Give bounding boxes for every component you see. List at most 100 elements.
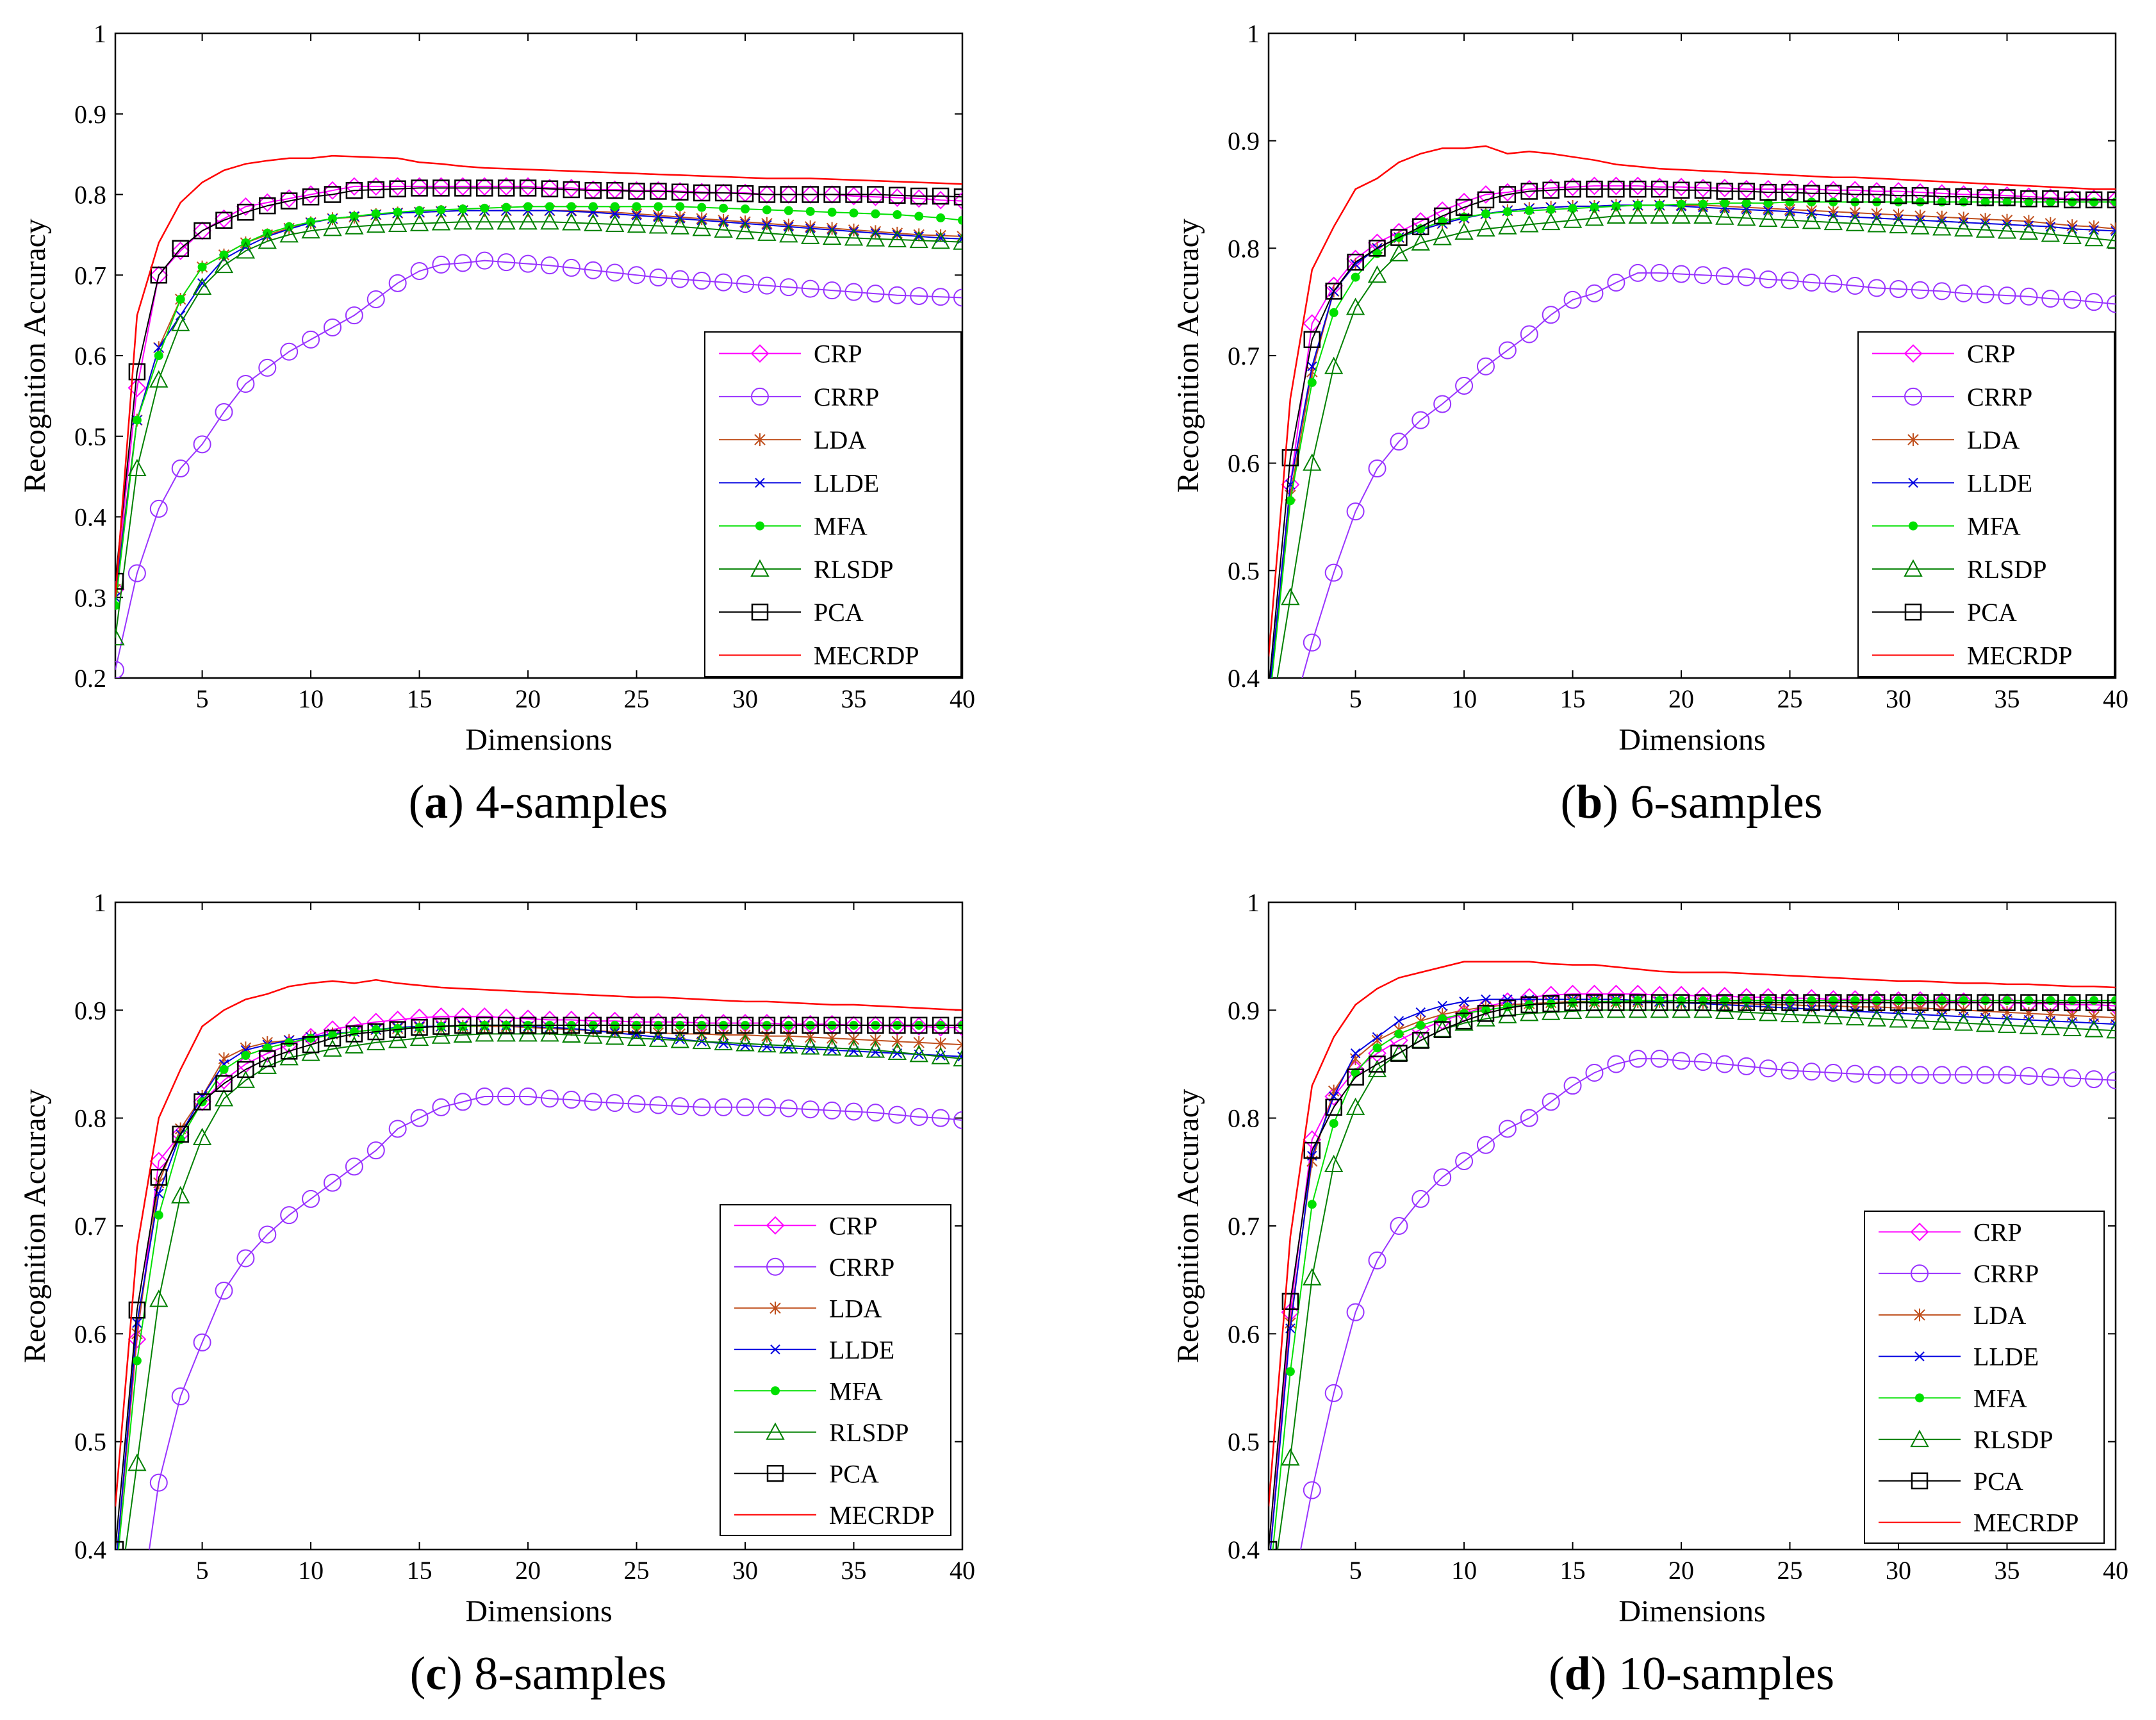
point-mfa <box>1655 996 1665 1005</box>
point-pca <box>2107 191 2116 209</box>
x-tick-label: 35 <box>1995 684 2020 713</box>
legend-label-crrp: CRRP <box>1973 1259 2039 1288</box>
x-axis-label: Dimensions <box>465 723 612 757</box>
y-axis-label: Recognition Accuracy <box>18 219 52 493</box>
point-pca <box>1390 229 1408 246</box>
point-crrp <box>1498 341 1517 360</box>
point-llde <box>1459 996 1469 1007</box>
point-rlsdp <box>2041 224 2060 242</box>
point-crrp <box>2107 295 2116 313</box>
point-llde <box>1307 361 1317 372</box>
point-crrp <box>1368 459 1387 478</box>
x-tick-label: 25 <box>1777 1556 1803 1585</box>
legend-label-lda: LDA <box>1967 426 2020 454</box>
point-pca <box>215 1075 233 1093</box>
point-pca <box>1803 185 1820 203</box>
point-rlsdp <box>323 1039 342 1057</box>
point-rlsdp <box>822 227 842 245</box>
point-pca <box>1694 181 1712 199</box>
point-crrp <box>540 1089 559 1108</box>
series-line-rlsdp <box>115 221 962 638</box>
point-rlsdp <box>822 1038 842 1056</box>
point-crrp <box>302 1189 320 1208</box>
series-line-pca <box>115 187 962 582</box>
legend-label-crrp: CRRP <box>1967 383 2032 411</box>
point-crrp <box>1737 268 1756 286</box>
point-pca <box>302 188 320 206</box>
point-crrp <box>649 1096 668 1114</box>
point-mfa <box>132 415 142 425</box>
point-crp <box>1520 179 1539 199</box>
point-crrp <box>801 279 819 298</box>
point-pca <box>1281 449 1299 467</box>
point-mfa <box>1372 1043 1382 1053</box>
point-crrp <box>128 564 146 583</box>
point-crrp <box>1759 270 1777 288</box>
point-mfa <box>1633 996 1643 1005</box>
point-mfa <box>2068 996 2077 1005</box>
point-rlsdp <box>779 1036 798 1054</box>
caption-b: (b) 6-samples <box>1560 776 1823 829</box>
point-mfa <box>436 205 446 215</box>
point-mfa <box>1741 198 1751 208</box>
point-crp <box>1606 176 1625 195</box>
point-pca <box>563 1016 580 1034</box>
legend-marker-mfa <box>771 1386 780 1396</box>
legend-label-mfa: MFA <box>814 512 868 541</box>
x-tick-label: 40 <box>950 684 975 713</box>
point-crrp <box>171 459 190 478</box>
point-crrp <box>1520 325 1538 343</box>
point-mfa <box>827 208 837 217</box>
point-rlsdp <box>1954 1013 1973 1031</box>
point-mfa <box>784 206 793 215</box>
point-mfa <box>1785 197 1795 207</box>
point-pca <box>1955 188 1972 206</box>
point-crp <box>215 209 233 228</box>
point-rlsdp <box>258 231 277 249</box>
point-rlsdp <box>1367 1059 1387 1077</box>
point-crrp <box>1693 266 1712 285</box>
legend-marker-lda <box>769 1302 781 1315</box>
point-mfa <box>632 202 641 211</box>
x-tick-label: 25 <box>1777 684 1803 713</box>
point-pca <box>1542 995 1559 1013</box>
point-pca <box>1586 994 1603 1011</box>
point-rlsdp <box>605 1027 625 1045</box>
point-crp <box>562 179 581 197</box>
legend-marker-crrp <box>1911 1264 1929 1283</box>
point-mfa <box>176 294 185 304</box>
point-crrp <box>1411 411 1430 429</box>
point-rlsdp <box>605 214 625 233</box>
x-axis-label: Dimensions <box>1618 723 1765 757</box>
point-crp <box>1303 1130 1322 1149</box>
legend-label-llde: LLDE <box>1967 468 2032 497</box>
point-crrp <box>1629 263 1647 282</box>
point-llde <box>784 1043 794 1053</box>
point-pca <box>1608 994 1625 1011</box>
point-llde <box>870 1047 881 1057</box>
point-rlsdp <box>1476 219 1495 237</box>
point-rlsdp <box>431 1026 451 1044</box>
point-pca <box>172 1125 189 1143</box>
point-pca <box>563 181 580 199</box>
point-mfa <box>958 215 962 225</box>
point-pca <box>823 186 841 203</box>
point-mfa <box>805 206 815 216</box>
point-crrp <box>1998 286 2016 305</box>
point-rlsdp <box>409 1029 429 1046</box>
point-pca <box>584 1016 602 1034</box>
x-tick-label: 10 <box>1451 684 1477 713</box>
point-pca <box>714 184 732 202</box>
point-crrp <box>115 661 124 678</box>
point-mfa <box>1655 201 1665 210</box>
point-rlsdp <box>801 226 820 244</box>
point-crp <box>497 177 516 196</box>
point-rlsdp <box>345 1036 364 1054</box>
point-pca <box>1911 186 1929 204</box>
point-mfa <box>1502 207 1512 217</box>
point-crrp <box>1303 1481 1321 1500</box>
point-crp <box>1628 176 1647 195</box>
point-crp <box>366 177 386 196</box>
point-llde <box>957 1052 962 1062</box>
point-pca <box>128 1302 146 1319</box>
